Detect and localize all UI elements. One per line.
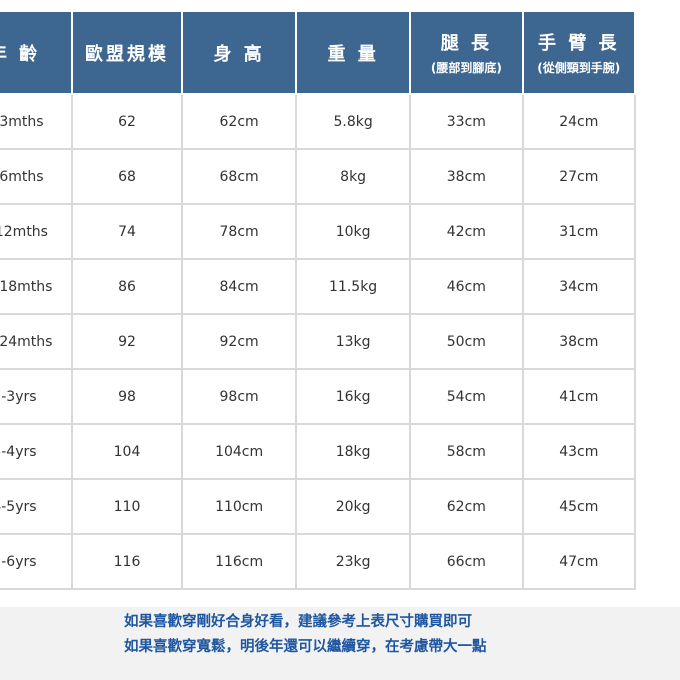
header-title: 身 高: [213, 43, 265, 65]
cell-height: 98cm: [181, 368, 298, 425]
header-title: 年 齡: [0, 43, 41, 65]
cell-eu-size: 110: [70, 478, 184, 535]
cell-leg-length: 58cm: [409, 423, 524, 480]
cell-arm-length: 24cm: [521, 93, 637, 150]
size-chart: 年 齡 歐盟規模 身 高 重 量 腿 長 (腰部到腳底) 手 臂 長 (從側頸到手腕) 0-3…: [0, 12, 637, 590]
cell-age: 0-3mths: [0, 93, 73, 150]
cell-arm-length: 47cm: [521, 533, 637, 590]
cell-eu-size: 104: [70, 423, 184, 480]
cell-age: 3-4yrs: [0, 423, 73, 480]
header-age: 年 齡: [0, 12, 73, 95]
cell-height: 116cm: [181, 533, 298, 590]
cell-weight: 10kg: [295, 203, 412, 260]
cell-height: 78cm: [181, 203, 298, 260]
cell-eu-size: 86: [70, 258, 184, 315]
header-row: 年 齡 歐盟規模 身 高 重 量 腿 長 (腰部到腳底) 手 臂 長 (從側頸到手腕): [0, 12, 637, 95]
cell-age: 18-24mths: [0, 313, 73, 370]
cell-weight: 20kg: [295, 478, 412, 535]
cell-leg-length: 38cm: [409, 148, 524, 205]
cell-leg-length: 33cm: [409, 93, 524, 150]
header-title: 重 量: [327, 43, 379, 65]
cell-arm-length: 34cm: [521, 258, 637, 315]
cell-leg-length: 54cm: [409, 368, 524, 425]
cell-arm-length: 38cm: [521, 313, 637, 370]
header-height: 身 高: [181, 12, 298, 95]
cell-age: 3-6mths: [0, 148, 73, 205]
table-row: 6-12mths7478cm10kg42cm31cm: [0, 203, 637, 260]
cell-weight: 23kg: [295, 533, 412, 590]
cell-leg-length: 50cm: [409, 313, 524, 370]
note-loose: 如果喜歡穿寬鬆，明後年還可以繼續穿，在考慮帶大一點: [124, 639, 487, 655]
cell-leg-length: 66cm: [409, 533, 524, 590]
cell-leg-length: 42cm: [409, 203, 524, 260]
header-subtitle: (從側頸到手腕): [537, 61, 621, 75]
cell-height: 62cm: [181, 93, 298, 150]
note-fitted: 如果喜歡穿剛好合身好看，建議參考上表尺寸購買即可: [124, 614, 472, 630]
cell-leg-length: 46cm: [409, 258, 524, 315]
cell-eu-size: 92: [70, 313, 184, 370]
header-weight: 重 量: [295, 12, 412, 95]
cell-weight: 11.5kg: [295, 258, 412, 315]
cell-weight: 8kg: [295, 148, 412, 205]
cell-height: 110cm: [181, 478, 298, 535]
header-eu-size: 歐盟規模: [70, 12, 184, 95]
header-arm-length: 手 臂 長 (從側頸到手腕): [521, 12, 637, 95]
cell-arm-length: 27cm: [521, 148, 637, 205]
table-body: 0-3mths6262cm5.8kg33cm24cm3-6mths6868cm8…: [0, 93, 637, 590]
cell-age: 6-12mths: [0, 203, 73, 260]
cell-weight: 5.8kg: [295, 93, 412, 150]
header-title: 腿 長: [440, 33, 492, 54]
cell-arm-length: 43cm: [521, 423, 637, 480]
cell-weight: 13kg: [295, 313, 412, 370]
cell-eu-size: 74: [70, 203, 184, 260]
size-table: 年 齡 歐盟規模 身 高 重 量 腿 長 (腰部到腳底) 手 臂 長 (從側頸到手腕) 0-3…: [0, 12, 637, 590]
cell-arm-length: 31cm: [521, 203, 637, 260]
cell-weight: 18kg: [295, 423, 412, 480]
cell-eu-size: 116: [70, 533, 184, 590]
cell-age: 2-3yrs: [0, 368, 73, 425]
cell-weight: 16kg: [295, 368, 412, 425]
cell-arm-length: 41cm: [521, 368, 637, 425]
header-title: 手 臂 長: [538, 33, 620, 54]
header-leg-length: 腿 長 (腰部到腳底): [409, 12, 524, 95]
cell-height: 68cm: [181, 148, 298, 205]
cell-arm-length: 45cm: [521, 478, 637, 535]
cell-eu-size: 62: [70, 93, 184, 150]
notes-panel: 如果喜歡穿剛好合身好看，建議參考上表尺寸購買即可 如果喜歡穿寬鬆，明後年還可以繼…: [0, 607, 680, 680]
cell-leg-length: 62cm: [409, 478, 524, 535]
cell-height: 92cm: [181, 313, 298, 370]
header-subtitle: (腰部到腳底): [430, 61, 502, 75]
cell-age: 4-5yrs: [0, 478, 73, 535]
cell-eu-size: 98: [70, 368, 184, 425]
cell-age: 5-6yrs: [0, 533, 73, 590]
cell-height: 104cm: [181, 423, 298, 480]
cell-height: 84cm: [181, 258, 298, 315]
header-title: 歐盟規模: [85, 43, 169, 65]
cell-eu-size: 68: [70, 148, 184, 205]
cell-age: 12-18mths: [0, 258, 73, 315]
